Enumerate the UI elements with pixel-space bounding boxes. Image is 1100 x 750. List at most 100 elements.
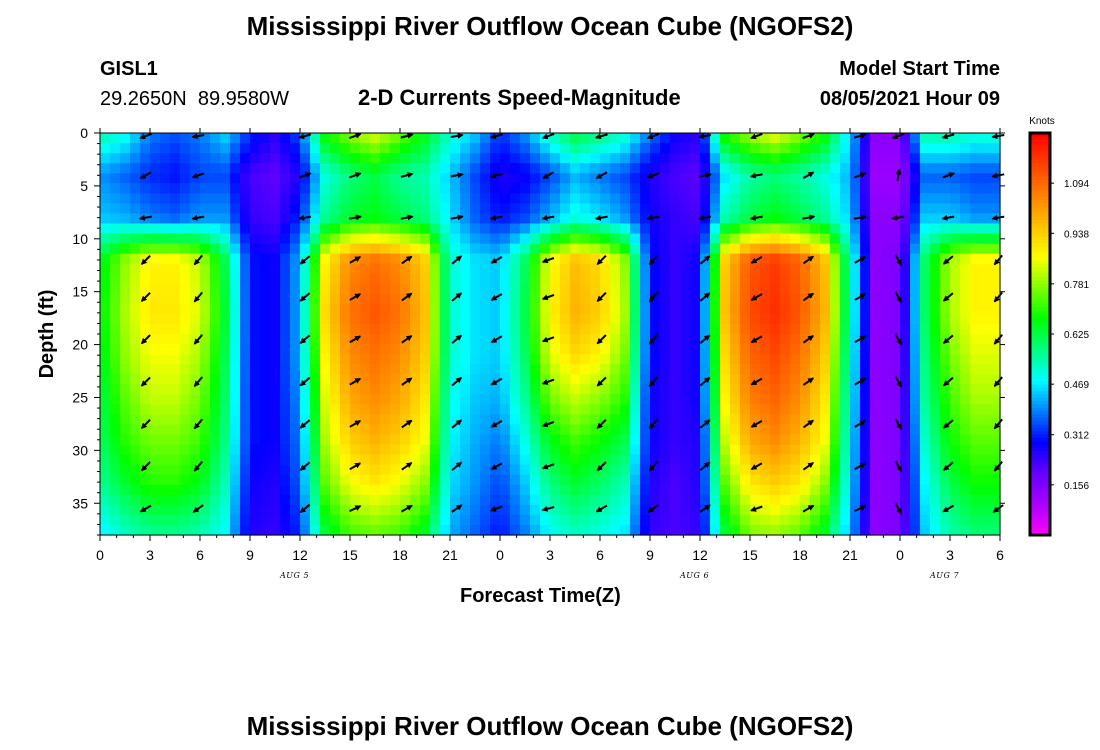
heatmap-cell bbox=[710, 263, 721, 275]
heatmap-cell bbox=[330, 263, 341, 275]
heatmap-cell bbox=[440, 253, 451, 265]
heatmap-cell bbox=[500, 434, 511, 446]
heatmap-cell bbox=[970, 374, 981, 385]
heatmap-cell bbox=[500, 514, 511, 526]
heatmap-cell bbox=[270, 233, 281, 245]
heatmap-cell bbox=[740, 334, 751, 345]
heatmap-cell bbox=[160, 173, 171, 184]
heatmap-cell bbox=[170, 263, 181, 275]
heatmap-cell bbox=[470, 434, 481, 446]
heatmap-cell bbox=[580, 263, 591, 275]
heatmap-cell bbox=[600, 464, 611, 476]
heatmap-cell bbox=[330, 394, 341, 405]
heatmap-cell bbox=[430, 283, 441, 295]
heatmap-cell bbox=[150, 424, 161, 436]
heatmap-cell bbox=[400, 133, 411, 144]
heatmap-cell bbox=[800, 323, 811, 335]
heatmap-cell bbox=[910, 223, 921, 235]
heatmap-cell bbox=[820, 153, 831, 164]
heatmap-cell bbox=[950, 364, 961, 375]
heatmap-cell bbox=[250, 233, 261, 245]
heatmap-cell bbox=[590, 273, 601, 285]
heatmap-cell bbox=[370, 263, 381, 275]
heatmap-cell bbox=[280, 474, 291, 486]
heatmap-cell bbox=[270, 273, 281, 285]
heatmap-cell bbox=[620, 474, 631, 486]
heatmap-cell bbox=[250, 193, 261, 204]
heatmap-cell bbox=[160, 414, 171, 426]
heatmap-cell bbox=[460, 273, 471, 285]
current-arrow bbox=[802, 292, 815, 302]
heatmap-cell bbox=[880, 384, 891, 395]
current-arrow bbox=[993, 254, 1003, 266]
heatmap-cell bbox=[660, 414, 671, 426]
heatmap-cell bbox=[680, 193, 691, 204]
heatmap-cell bbox=[180, 183, 191, 194]
heatmap-cell bbox=[290, 323, 301, 335]
heatmap-cell bbox=[610, 223, 621, 235]
heatmap-cell bbox=[110, 293, 121, 305]
heatmap-cell bbox=[260, 484, 271, 496]
heatmap-cell bbox=[820, 163, 831, 174]
heatmap-cell bbox=[980, 394, 991, 405]
current-arrow bbox=[750, 462, 763, 471]
heatmap-cell bbox=[500, 293, 511, 305]
heatmap-cell bbox=[320, 404, 331, 415]
heatmap-cell bbox=[140, 313, 151, 325]
heatmap-cell bbox=[980, 434, 991, 446]
heatmap-cell bbox=[630, 303, 641, 315]
heatmap-cell bbox=[320, 163, 331, 174]
heatmap-cell bbox=[390, 434, 401, 446]
heatmap-cell bbox=[250, 504, 261, 516]
heatmap-cell bbox=[800, 334, 811, 345]
current-arrow bbox=[854, 462, 867, 471]
heatmap-cell bbox=[920, 444, 931, 456]
heatmap-cell bbox=[560, 444, 571, 456]
heatmap-cell bbox=[130, 454, 141, 466]
heatmap-cell bbox=[890, 253, 901, 265]
heatmap-cell bbox=[910, 514, 921, 526]
heatmap-cell bbox=[720, 273, 731, 285]
heatmap-cell bbox=[300, 273, 311, 285]
colorbar-segment bbox=[1030, 206, 1050, 211]
heatmap-cell bbox=[470, 484, 481, 496]
heatmap-cell bbox=[930, 323, 941, 335]
heatmap-cell bbox=[330, 354, 341, 365]
heatmap-cell bbox=[950, 524, 961, 536]
heatmap-cell bbox=[960, 253, 971, 265]
heatmap-cell bbox=[230, 133, 241, 144]
current-arrow bbox=[451, 292, 463, 302]
heatmap-cell bbox=[110, 434, 121, 446]
heatmap-cell bbox=[840, 183, 851, 194]
heatmap-cell bbox=[270, 364, 281, 375]
heatmap-cell bbox=[130, 213, 141, 225]
heatmap-cell bbox=[510, 354, 521, 365]
heatmap-cell bbox=[170, 143, 181, 154]
heatmap-cell bbox=[200, 323, 211, 335]
heatmap-cell bbox=[470, 313, 481, 325]
current-arrow bbox=[802, 132, 815, 140]
heatmap-cell bbox=[320, 213, 331, 225]
heatmap-cell bbox=[780, 153, 791, 164]
heatmap-cell bbox=[530, 233, 541, 245]
heatmap-cell bbox=[270, 253, 281, 265]
heatmap-cell bbox=[500, 173, 511, 184]
heatmap-cell bbox=[510, 263, 521, 275]
heatmap-cell bbox=[360, 404, 371, 415]
heatmap-cell bbox=[100, 163, 111, 174]
heatmap-cell bbox=[920, 193, 931, 204]
heatmap-cell bbox=[990, 494, 1001, 506]
heatmap-cell bbox=[930, 233, 941, 245]
heatmap-cell bbox=[450, 273, 461, 285]
heatmap-cell bbox=[660, 163, 671, 174]
heatmap-cell bbox=[670, 514, 681, 526]
heatmap-cell bbox=[210, 424, 221, 436]
heatmap-cell bbox=[230, 374, 241, 385]
heatmap-cell bbox=[270, 514, 281, 526]
heatmap-cell bbox=[690, 434, 701, 446]
heatmap-cell bbox=[620, 334, 631, 345]
heatmap-cell bbox=[810, 163, 821, 174]
heatmap-cell bbox=[810, 514, 821, 526]
heatmap-cell bbox=[680, 504, 691, 516]
heatmap-cell bbox=[380, 143, 391, 154]
